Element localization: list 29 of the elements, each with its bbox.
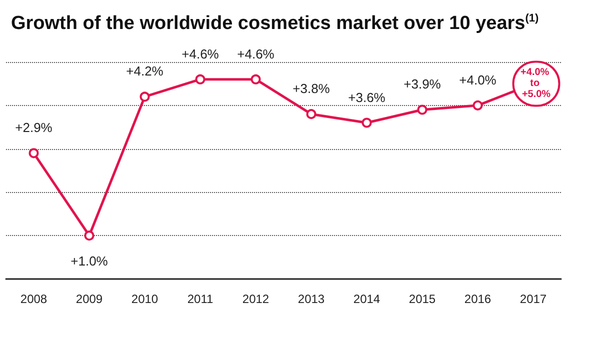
x-tick-label: 2015 bbox=[408, 292, 436, 306]
x-tick-label: 2008 bbox=[20, 292, 48, 306]
point bbox=[28, 148, 39, 158]
data-label: +1.0% bbox=[70, 254, 108, 269]
data-label: +4.0% bbox=[459, 72, 497, 88]
x-tick-label: 2014 bbox=[353, 292, 380, 306]
annotation: +4.0% to +5.0% bbox=[520, 67, 552, 100]
point bbox=[362, 118, 372, 128]
data-label: +3.9% bbox=[404, 76, 442, 92]
data-label: +4.2% bbox=[126, 64, 164, 79]
data-label: +3.8% bbox=[292, 81, 330, 96]
data-label: +3.6% bbox=[348, 90, 386, 105]
x-tick-label: 2011 bbox=[187, 292, 214, 306]
x-tick-label: 2009 bbox=[76, 292, 103, 306]
data-label: +2.9% bbox=[15, 120, 53, 136]
x-tick-label: 2012 bbox=[242, 292, 270, 306]
x-tick-label: 2013 bbox=[298, 292, 325, 306]
point bbox=[250, 74, 261, 84]
x-tick-label: 2010 bbox=[131, 292, 158, 306]
data-label: +4.6% bbox=[182, 46, 220, 62]
point bbox=[140, 92, 150, 102]
x-tick-label: 2016 bbox=[464, 292, 492, 306]
point bbox=[195, 74, 206, 84]
data-label: +4.6% bbox=[237, 46, 275, 62]
point bbox=[417, 104, 428, 115]
point bbox=[306, 109, 316, 120]
point bbox=[472, 100, 483, 110]
x-tick-label: 2017 bbox=[520, 292, 547, 306]
point bbox=[84, 230, 94, 241]
